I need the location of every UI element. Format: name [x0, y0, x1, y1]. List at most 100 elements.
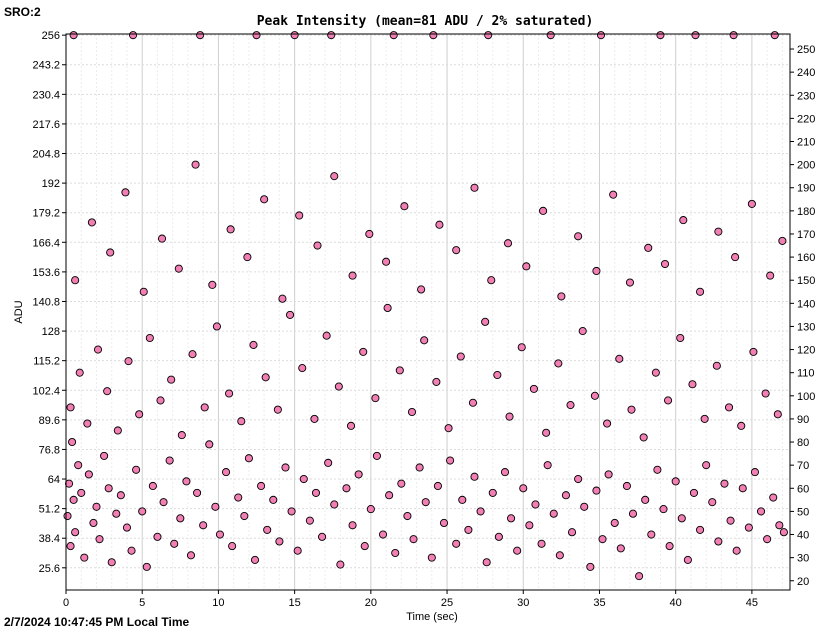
data-point: [481, 317, 490, 326]
data-point: [712, 361, 721, 370]
data-point: [305, 516, 314, 525]
data-point: [644, 243, 653, 252]
data-point: [452, 246, 461, 255]
data-point: [174, 264, 183, 273]
data-point: [482, 558, 491, 567]
data-point: [622, 481, 631, 491]
data-point: [493, 370, 502, 380]
x-tick-label: 30: [517, 597, 529, 609]
data-point: [153, 532, 162, 541]
data-point: [744, 523, 753, 532]
data-point: [165, 456, 174, 465]
data-point: [257, 481, 266, 491]
data-point: [71, 276, 80, 285]
data-point: [494, 532, 503, 541]
data-point: [732, 546, 741, 555]
data-point: [237, 417, 246, 426]
data-point: [365, 229, 374, 239]
y-right-tick-label: 30: [797, 553, 809, 565]
data-point: [75, 368, 84, 377]
data-point: [566, 401, 575, 410]
data-point: [574, 232, 583, 241]
data-point: [500, 468, 510, 477]
data-point: [77, 488, 86, 497]
data-point: [106, 248, 115, 257]
data-point: [561, 491, 570, 500]
data-point: [346, 421, 356, 430]
data-point: [427, 553, 436, 562]
data-point: [80, 553, 89, 562]
data-point: [592, 266, 601, 276]
data-point: [625, 278, 635, 287]
data-point: [503, 239, 513, 248]
data-point: [726, 516, 735, 525]
y-right-tick-label: 190: [797, 183, 815, 195]
data-point: [273, 405, 282, 414]
data-point: [372, 451, 381, 460]
data-point: [330, 500, 339, 509]
y-left-tick-label: 217.6: [32, 119, 60, 131]
data-point: [348, 521, 357, 530]
data-point: [243, 253, 252, 262]
data-point: [211, 502, 220, 511]
y-right-tick-label: 200: [797, 160, 815, 172]
data-point: [628, 509, 638, 518]
y-right-tick-label: 50: [797, 506, 809, 518]
data-point: [554, 359, 563, 368]
data-point: [359, 347, 368, 356]
data-point: [679, 216, 688, 225]
y-right-tick-label: 140: [797, 298, 815, 310]
y-right-tick-label: 220: [797, 113, 815, 125]
data-point: [456, 352, 465, 361]
data-point: [263, 525, 272, 534]
plot-frame: [65, 33, 791, 591]
data-point: [278, 294, 287, 303]
data-point: [417, 285, 426, 294]
y-right-tick-label: 120: [797, 345, 815, 357]
data-point: [641, 495, 650, 504]
data-point: [395, 366, 404, 375]
y-right-tick-label: 110: [797, 368, 815, 380]
data-point: [252, 31, 261, 40]
data-point: [691, 31, 700, 40]
data-point: [170, 539, 179, 548]
data-point: [100, 451, 109, 460]
data-point: [525, 521, 534, 530]
data-point: [71, 528, 80, 537]
data-point: [122, 523, 132, 532]
data-point: [186, 551, 196, 560]
data-point: [731, 253, 740, 262]
data-point: [298, 364, 307, 373]
data-point: [212, 322, 221, 331]
data-point: [336, 560, 345, 569]
data-point: [484, 31, 493, 40]
data-point: [113, 426, 122, 435]
data-point: [324, 458, 333, 467]
data-point: [592, 486, 601, 495]
data-point: [176, 514, 185, 523]
data-point: [452, 539, 461, 548]
data-point: [281, 463, 290, 472]
data-point: [696, 525, 705, 534]
data-point: [360, 542, 369, 551]
data-point: [756, 507, 766, 516]
data-point: [708, 498, 717, 507]
data-point: [286, 310, 295, 319]
data-point: [199, 521, 208, 530]
data-point: [567, 528, 577, 537]
data-point: [738, 484, 747, 493]
data-point: [103, 387, 112, 396]
data-point: [116, 491, 125, 500]
data-point: [775, 521, 784, 530]
data-point: [470, 183, 479, 192]
y-left-tick-label: 204.8: [32, 149, 60, 161]
data-point: [724, 403, 734, 412]
data-point: [318, 532, 327, 541]
data-point: [615, 354, 624, 363]
data-point: [653, 465, 662, 474]
data-point: [385, 491, 394, 500]
data-point: [64, 479, 74, 488]
y-right-tick-label: 100: [797, 391, 815, 403]
data-point: [389, 31, 398, 40]
data-point: [659, 505, 668, 514]
